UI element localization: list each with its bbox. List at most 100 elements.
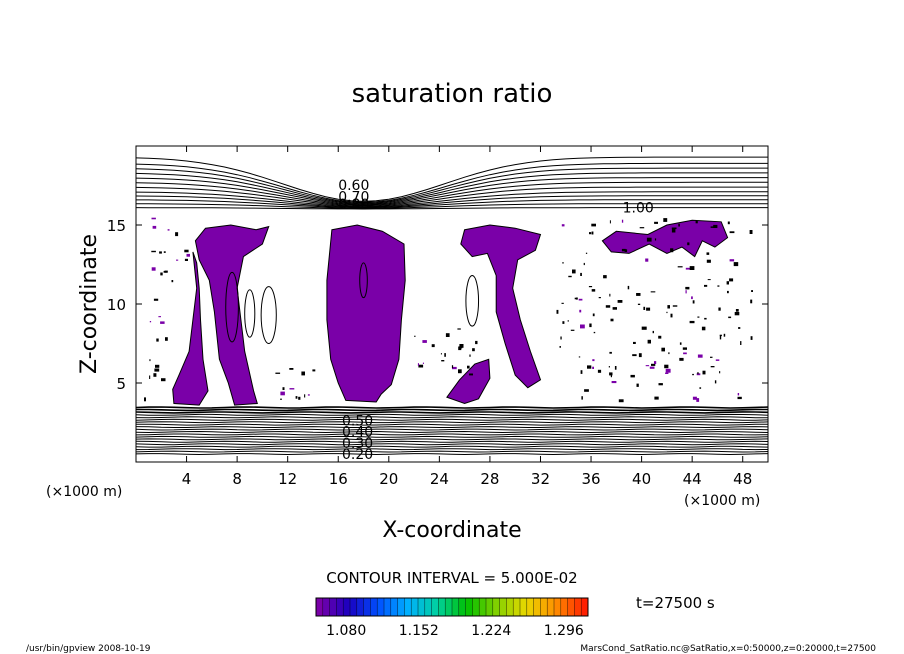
contour-speck (719, 335, 722, 340)
contour-speck (696, 373, 701, 376)
x-tick-label: 40 (632, 470, 651, 488)
contour-speck (667, 305, 670, 309)
contour-speck (654, 238, 657, 241)
colorbar-swatch (533, 598, 541, 616)
contour-speck (719, 371, 721, 374)
colorbar-swatch (547, 598, 555, 616)
contour-label: 0.80 (338, 197, 369, 213)
supersaturated-region (194, 224, 270, 406)
supersaturated-region (326, 224, 406, 403)
contour-speck (186, 253, 190, 257)
upper-contour-line (135, 172, 768, 205)
contour-speck (151, 217, 156, 220)
supersaturated-region (446, 358, 491, 405)
contour-loop (225, 271, 239, 343)
lower-contour-line (135, 421, 769, 424)
contour-speck (585, 252, 588, 254)
contour-speck (591, 231, 594, 235)
contour-speck (422, 362, 424, 364)
contour-speck (610, 318, 614, 322)
contour-interval-label: CONTOUR INTERVAL = 5.000E-02 (326, 569, 577, 587)
contour-speck (572, 269, 576, 274)
contour-speck (645, 258, 649, 262)
contour-speck (729, 231, 735, 234)
colorbar-swatch (560, 598, 568, 616)
contour-speck (149, 321, 152, 323)
x-tick-label: 4 (182, 470, 192, 488)
contour-speck (144, 397, 146, 402)
contour-speck (636, 293, 641, 296)
contour-speck (638, 353, 642, 358)
x-axis-label: X-coordinate (382, 518, 521, 543)
contour-speck (649, 366, 655, 369)
contour-speck (154, 368, 160, 372)
colorbar-tick-label: 1.152 (399, 623, 439, 639)
colorbar-frame (315, 597, 589, 617)
contour-speck (664, 364, 669, 369)
contour-speck (562, 262, 564, 264)
contour-speck (646, 237, 652, 242)
contour-speck (161, 378, 166, 382)
contour-speck (641, 326, 647, 330)
upper-contour-line (135, 195, 768, 208)
contour-speck (749, 230, 753, 234)
contour-speck (592, 366, 594, 369)
colorbar-swatch (316, 598, 324, 616)
contour-speck (151, 267, 156, 271)
contour-speck (307, 394, 310, 396)
contour-speck (280, 398, 282, 400)
upper-contour-lines (135, 156, 768, 210)
upper-contour-line (135, 186, 768, 207)
lower-contour-line (135, 450, 769, 453)
contour-speck (165, 337, 168, 341)
contour-speck (651, 363, 656, 366)
lower-contour-line (135, 416, 768, 419)
supersaturated-region (601, 219, 729, 258)
colorbar (315, 597, 589, 617)
supersaturated-regions (172, 219, 729, 406)
contour-speck (609, 293, 611, 297)
colorbar-swatch (370, 598, 378, 616)
contour-speck (289, 388, 295, 390)
contour-speck (636, 383, 639, 387)
contour-label: 0.20 (342, 447, 373, 463)
contour-speck (735, 309, 739, 312)
contour-speck (312, 369, 316, 372)
colorbar-swatch (458, 598, 466, 616)
x-tick-label: 12 (278, 470, 297, 488)
lower-contour-line (135, 423, 769, 426)
x-axis-unit-right: (×1000 m) (684, 493, 760, 509)
contour-speck (671, 227, 677, 230)
scattered-contour-specks (144, 217, 753, 403)
contour-speck (679, 342, 682, 345)
contour-label: 1.00 (623, 200, 654, 216)
contour-speck (609, 351, 612, 354)
contour-speck (295, 396, 298, 399)
contour-speck (715, 359, 720, 361)
lower-contour-line (135, 453, 769, 456)
footer-left: /usr/bin/gpview 2008-10-19 (26, 644, 151, 654)
contour-speck (583, 262, 585, 266)
contour-speck (647, 339, 651, 344)
contour-speck (702, 370, 706, 375)
contour-loop (244, 289, 256, 338)
contour-speck (695, 237, 699, 240)
colorbar-swatch (540, 598, 548, 616)
contour-speck (685, 286, 690, 290)
contour-speck (623, 246, 625, 249)
lower-contour-line (135, 443, 769, 446)
contour-speck (727, 290, 729, 294)
x-tick-label: 36 (581, 470, 600, 488)
colorbar-swatch (492, 598, 500, 616)
contour-speck (592, 359, 595, 362)
contour-speck (574, 297, 577, 300)
contour-speck (167, 229, 170, 231)
contour-speck (643, 306, 646, 310)
contour-speck (633, 341, 636, 344)
contour-speck (714, 380, 717, 384)
contour-speck (561, 224, 565, 227)
contour-speck (691, 296, 693, 300)
contour-speck (668, 352, 670, 355)
contour-speck (692, 373, 694, 376)
x-tick-label: 32 (531, 470, 550, 488)
